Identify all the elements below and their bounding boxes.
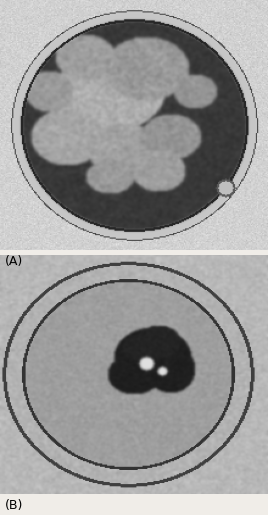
Text: (A): (A) (5, 255, 24, 268)
Text: (B): (B) (5, 499, 24, 511)
